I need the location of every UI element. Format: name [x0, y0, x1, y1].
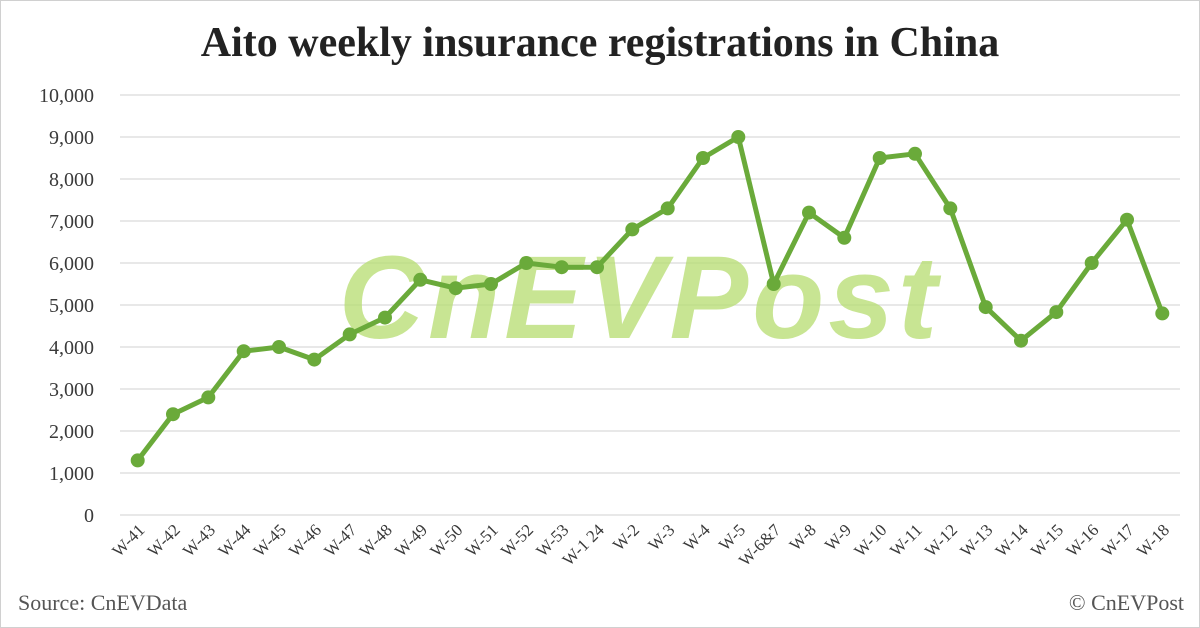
data-point — [731, 130, 746, 144]
data-point — [554, 260, 569, 275]
y-tick-label: 9,000 — [49, 127, 94, 149]
data-point — [908, 146, 922, 161]
y-tick-label: 7,000 — [49, 211, 94, 233]
data-point — [1155, 306, 1170, 321]
data-point — [625, 222, 640, 237]
data-point — [130, 453, 145, 468]
data-point — [696, 151, 710, 165]
data-point — [943, 201, 958, 216]
data-point — [413, 272, 428, 287]
y-tick-label: 8,000 — [49, 169, 94, 191]
data-point — [1084, 256, 1099, 270]
data-point — [978, 300, 993, 315]
y-tick-label: 6,000 — [49, 253, 94, 275]
gridlines — [120, 94, 1180, 516]
data-point — [837, 230, 852, 245]
y-tick-label: 0 — [84, 505, 94, 527]
data-point — [448, 281, 463, 296]
data-point — [1014, 333, 1028, 348]
y-tick-label: 2,000 — [49, 421, 94, 443]
data-point — [1049, 305, 1064, 320]
data-point — [201, 390, 216, 405]
y-tick-label: 5,000 — [49, 295, 94, 317]
data-point — [378, 310, 392, 325]
copyright-label: © CnEVPost — [1069, 590, 1184, 615]
y-tick-label: 1,000 — [49, 463, 94, 485]
y-tick-label: 3,000 — [49, 379, 94, 401]
data-point — [236, 344, 251, 359]
data-point — [484, 277, 498, 291]
data-point — [766, 277, 781, 291]
data-point — [166, 407, 180, 422]
series-layer — [130, 130, 1170, 468]
data-point — [872, 151, 887, 165]
y-tick-label: 10,000 — [39, 85, 94, 107]
y-axis-tick-labels: 0 1,000 2,000 3,000 4,000 5,000 6,000 7,000 8,00… — [39, 85, 94, 527]
y-tick-label: 4,000 — [49, 337, 94, 359]
data-point — [272, 340, 286, 354]
data-point — [307, 352, 322, 367]
data-point — [802, 205, 816, 220]
data-point — [519, 256, 534, 270]
source-label: Source: CnEVData — [18, 590, 187, 615]
data-point — [590, 260, 604, 275]
watermark-logo: CnEVPost — [339, 232, 942, 364]
data-point — [1120, 212, 1134, 227]
data-point — [342, 327, 357, 342]
chart-title: Aito weekly insurance registrations in C… — [201, 20, 999, 66]
data-point — [660, 201, 675, 216]
